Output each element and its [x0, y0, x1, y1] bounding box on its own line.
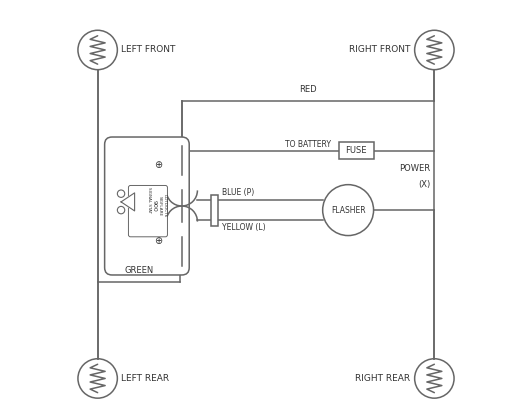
- FancyBboxPatch shape: [128, 185, 168, 237]
- Text: FLASHER: FLASHER: [331, 206, 365, 215]
- Text: FUSE: FUSE: [346, 146, 367, 155]
- Text: ⊕: ⊕: [154, 236, 162, 246]
- Text: YELLOW (L): YELLOW (L): [222, 223, 265, 232]
- Text: RIGHT FRONT: RIGHT FRONT: [349, 45, 411, 54]
- FancyBboxPatch shape: [105, 137, 189, 275]
- FancyBboxPatch shape: [339, 143, 374, 159]
- FancyBboxPatch shape: [211, 195, 218, 225]
- Text: RIGHT REAR: RIGHT REAR: [355, 374, 411, 383]
- Text: LEFT FRONT: LEFT FRONT: [121, 45, 176, 54]
- Text: LEFT REAR: LEFT REAR: [121, 374, 170, 383]
- Text: BLUE (P): BLUE (P): [222, 188, 254, 197]
- Text: POWER: POWER: [399, 164, 430, 173]
- Text: SIGNAL STAT: SIGNAL STAT: [147, 187, 151, 213]
- Text: 900: 900: [152, 200, 157, 212]
- Text: GREEN: GREEN: [124, 266, 153, 274]
- Text: RED: RED: [300, 85, 317, 94]
- Text: DOTDOC76: DOTDOC76: [163, 194, 167, 218]
- Text: TO BATTERY: TO BATTERY: [285, 140, 331, 148]
- Text: ⊕: ⊕: [154, 160, 162, 170]
- Polygon shape: [121, 193, 135, 211]
- Text: SIGFLARE: SIGFLARE: [157, 196, 162, 216]
- Text: (X): (X): [418, 180, 430, 189]
